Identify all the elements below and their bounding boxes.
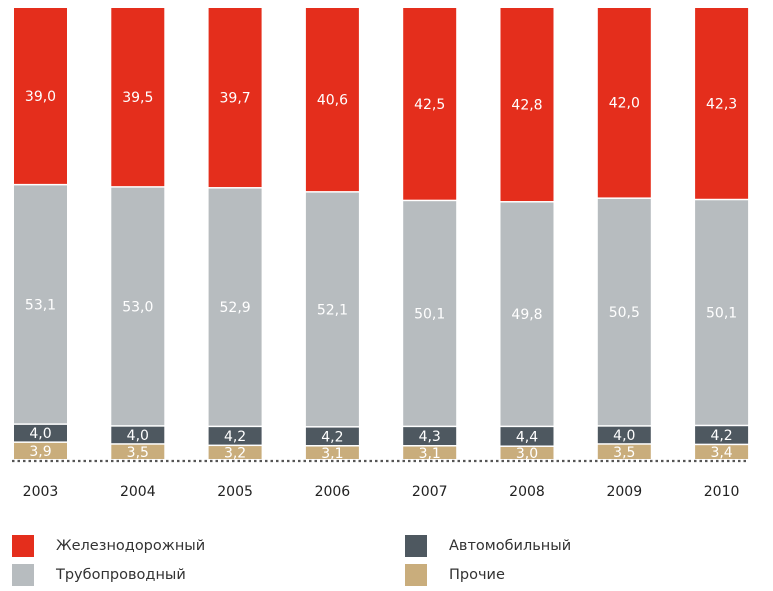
x-tick-label-2010: 2010 [704, 484, 740, 500]
bar-railway-2005 [208, 8, 262, 188]
bar-pipeline-2005 [208, 188, 262, 426]
bar-other-2005 [208, 446, 262, 459]
x-axis-ticks: 2003 2004 2005 2006 2007 2008 2009 2010 [23, 484, 740, 500]
data-label-railway-2009: 42,0 [609, 96, 640, 112]
data-label-other-2008: 3,0 [516, 446, 538, 462]
bar-pipeline-2007 [403, 201, 457, 426]
x-tick-label-2006: 2006 [315, 484, 351, 500]
bar-road-2009 [597, 426, 651, 444]
bars-group: 3,94,053,139,03,54,053,039,53,24,252,939… [14, 8, 749, 462]
bar-railway-2007 [403, 8, 457, 200]
data-label-railway-2003: 39,0 [25, 89, 56, 105]
bar-railway-2003 [14, 8, 67, 184]
data-label-railway-2005: 39,7 [220, 91, 251, 107]
bar-road-2003 [14, 424, 67, 442]
x-tick-label-2005: 2005 [217, 484, 253, 500]
bar-road-2005 [208, 427, 262, 445]
bar-railway-2008 [500, 8, 554, 202]
bar-railway-2010 [695, 8, 749, 199]
bar-pipeline-2006 [305, 192, 359, 427]
bar-pipeline-2009 [597, 198, 651, 426]
data-label-road-2009: 4,0 [613, 428, 635, 444]
bar-railway-2006 [305, 8, 359, 192]
data-label-railway-2004: 39,5 [122, 90, 153, 106]
bar-road-2004 [111, 426, 165, 444]
data-label-pipeline-2008: 49,8 [511, 307, 542, 323]
data-label-road-2010: 4,2 [710, 428, 732, 444]
bar-pipeline-2004 [111, 187, 165, 426]
bar-other-2008 [500, 446, 554, 459]
x-tick-label-2008: 2008 [509, 484, 545, 500]
bar-other-2006 [305, 446, 359, 459]
bar-pipeline-2003 [14, 185, 67, 424]
bar-other-2004 [111, 444, 165, 459]
data-label-road-2005: 4,2 [224, 429, 246, 445]
data-label-railway-2008: 42,8 [511, 98, 542, 114]
data-label-road-2008: 4,4 [516, 429, 538, 445]
data-label-pipeline-2009: 50,5 [609, 305, 640, 321]
data-label-other-2010: 3,4 [710, 445, 732, 461]
data-label-pipeline-2004: 53,0 [122, 299, 153, 315]
data-label-other-2006: 3,1 [321, 446, 343, 462]
bar-railway-2004 [111, 8, 165, 187]
data-label-railway-2010: 42,3 [706, 96, 737, 112]
data-label-other-2004: 3,5 [127, 445, 149, 461]
data-label-pipeline-2007: 50,1 [414, 306, 445, 322]
bar-road-2006 [305, 427, 359, 446]
data-label-road-2004: 4,0 [127, 428, 149, 444]
data-label-railway-2007: 42,5 [414, 97, 445, 113]
x-tick-label-2003: 2003 [23, 484, 59, 500]
data-label-other-2009: 3,5 [613, 445, 635, 461]
x-tick-label-2004: 2004 [120, 484, 156, 500]
bar-other-2007 [403, 446, 457, 459]
bar-road-2008 [500, 427, 554, 446]
data-label-road-2006: 4,2 [321, 429, 343, 445]
data-label-other-2003: 3,9 [29, 444, 51, 460]
data-label-road-2007: 4,3 [419, 429, 441, 445]
data-label-pipeline-2006: 52,1 [317, 302, 348, 318]
data-label-other-2005: 3,2 [224, 446, 246, 462]
data-label-pipeline-2005: 52,9 [220, 300, 251, 316]
bar-pipeline-2008 [500, 202, 554, 426]
bar-other-2009 [597, 444, 651, 459]
bar-pipeline-2010 [695, 200, 749, 425]
bar-other-2003 [14, 442, 67, 459]
bar-other-2010 [695, 445, 749, 459]
bar-railway-2009 [597, 8, 651, 198]
data-label-pipeline-2003: 53,1 [25, 297, 56, 313]
bar-road-2007 [403, 427, 457, 446]
data-label-road-2003: 4,0 [29, 426, 51, 442]
x-tick-label-2009: 2009 [606, 484, 642, 500]
data-label-railway-2006: 40,6 [317, 93, 348, 109]
data-label-other-2007: 3,1 [419, 446, 441, 462]
x-tick-label-2007: 2007 [412, 484, 448, 500]
bar-road-2010 [695, 426, 749, 444]
data-label-pipeline-2010: 50,1 [706, 306, 737, 322]
